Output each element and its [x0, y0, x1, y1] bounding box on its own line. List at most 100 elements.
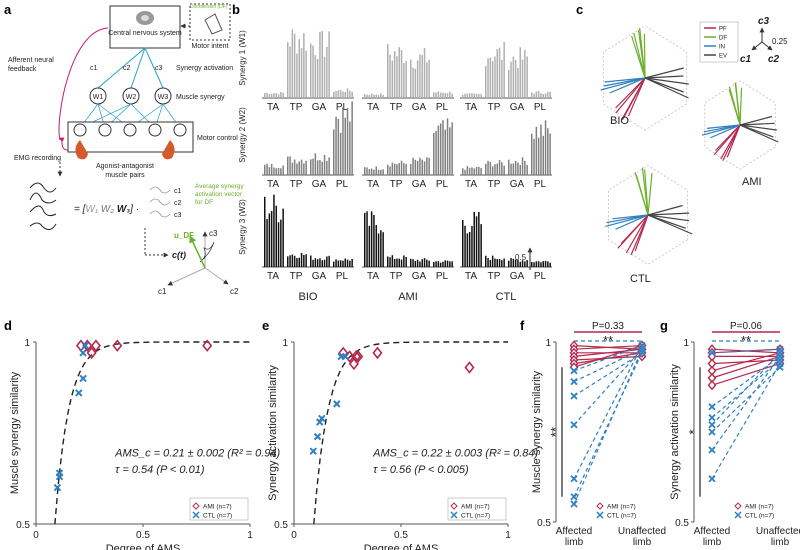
y-tick-label: 0.5	[16, 520, 30, 531]
bar-ga	[519, 164, 521, 175]
y-tick-label: 1	[282, 338, 288, 349]
legend-label: AMI (n=7)	[607, 504, 636, 511]
bar-ta	[377, 95, 380, 98]
bar-pl	[444, 129, 446, 175]
bar-pl	[346, 107, 349, 175]
bar-tp	[300, 159, 303, 175]
bar-pl	[547, 261, 549, 267]
ami-pair-line	[711, 363, 781, 386]
bar-tp	[503, 258, 505, 267]
bar-tp	[296, 163, 298, 175]
bar-tp	[501, 162, 503, 175]
bar-pl	[344, 91, 346, 98]
bar-pl	[437, 125, 440, 175]
bar-pl	[547, 91, 549, 98]
emg-traces	[29, 182, 57, 230]
muscle-label-pl: PL	[336, 271, 349, 282]
muscle-label-pl: PL	[436, 271, 449, 282]
vector-in	[615, 214, 649, 230]
bar-tp	[498, 160, 501, 175]
bar-tp	[396, 258, 398, 267]
bar-ta	[273, 194, 275, 267]
trace-c3: c3	[174, 212, 182, 219]
bar-pl	[533, 93, 535, 98]
bar-ta	[480, 94, 482, 98]
bar-pl	[346, 88, 349, 98]
vector-df	[739, 87, 743, 126]
bar-ta	[375, 166, 377, 175]
legend-ctl-marker	[734, 511, 742, 519]
bar-ga	[517, 259, 519, 267]
bar-ta	[266, 219, 268, 267]
bar-tp	[305, 50, 307, 98]
vector-df	[635, 174, 649, 216]
bar-ta	[368, 168, 371, 175]
vector-pf	[615, 77, 646, 109]
activation-axes: c1 c2 c3	[158, 229, 239, 296]
bar-tp	[303, 254, 305, 267]
bar-ga	[426, 259, 428, 267]
vector-df	[631, 35, 646, 79]
fit-annotation-1: AMS_c = 0.22 ± 0.003 (R² = 0.84)	[372, 448, 538, 460]
y-tick-label: 0.5	[274, 520, 288, 531]
muscle-label-pl: PL	[336, 179, 349, 190]
w3-label: W3	[158, 94, 169, 101]
bar-tp	[287, 156, 289, 175]
bar-pl	[442, 92, 444, 98]
ctl-pair-line	[711, 352, 781, 426]
bar-ga	[524, 261, 526, 267]
muscle-label-pl: PL	[534, 271, 547, 282]
ctl-pair-line	[711, 355, 781, 408]
bar-ga	[519, 47, 521, 98]
vector-in	[600, 77, 646, 91]
bar-ga	[328, 31, 330, 99]
y-tick-label: 1	[683, 338, 689, 349]
bar-tp	[289, 46, 291, 98]
bar-ta	[382, 169, 384, 175]
y-tick-label: 1	[24, 338, 30, 349]
bar-pl	[435, 92, 437, 98]
bar-ga	[421, 55, 423, 98]
bar-pl	[446, 260, 449, 267]
avg-vector-label-1: Average synergy	[195, 183, 244, 190]
bar-pl	[531, 133, 533, 175]
bar-ta	[466, 93, 469, 98]
bar-ga	[312, 158, 314, 175]
muscle-label-ga: GA	[412, 102, 427, 113]
bar-pl	[540, 93, 542, 98]
legend-box	[189, 497, 249, 521]
bar-ta	[277, 94, 280, 98]
bar-ga	[312, 259, 314, 267]
ami-point	[707, 380, 717, 391]
panel-c-spaces: c3 c1 c2 0.25 PF DF IN EV BIO AMI CTL	[600, 16, 788, 285]
bar-tp	[298, 161, 300, 175]
bar-pl	[439, 262, 442, 267]
bar-ga	[514, 160, 517, 175]
bar-ga	[508, 159, 510, 175]
space-label-ctl: CTL	[630, 273, 651, 285]
muscle-label-ga: GA	[312, 102, 327, 113]
bar-ta	[382, 94, 384, 98]
ctl-point	[776, 352, 784, 361]
ctl-point	[708, 349, 716, 357]
bar-ga	[517, 162, 519, 175]
bar-ga	[428, 157, 430, 175]
muscle-label-tp: TP	[390, 102, 403, 113]
bar-pl	[333, 91, 335, 98]
ami-pair-line	[573, 345, 643, 368]
bar-tp	[296, 258, 298, 267]
muscle-label-ta: TA	[465, 102, 477, 113]
bar-ta	[462, 94, 464, 98]
ctl-point	[638, 345, 646, 353]
bar-tp	[389, 166, 391, 175]
vector-ev	[647, 214, 693, 235]
triad-c3: c3	[758, 16, 770, 27]
bar-ta	[468, 93, 471, 98]
bar-ta	[282, 208, 284, 267]
bar-ta	[270, 93, 273, 98]
bar-ta	[370, 93, 373, 98]
ctl-point	[708, 403, 716, 411]
muscle-label-ga: GA	[510, 271, 525, 282]
bar-pl	[549, 262, 551, 267]
